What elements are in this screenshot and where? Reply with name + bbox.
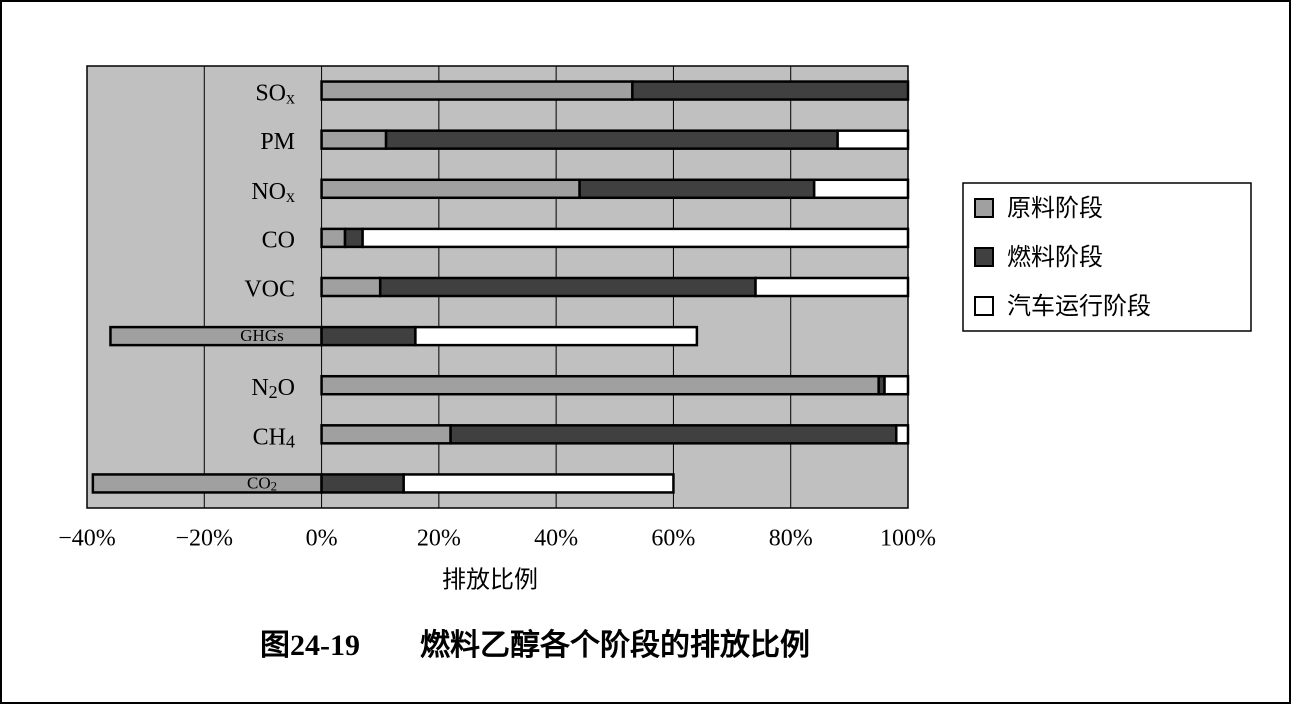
bar	[578, 178, 816, 200]
bar	[320, 129, 388, 150]
x-tick-label: 40%	[534, 526, 578, 552]
bar	[320, 276, 382, 298]
bar	[895, 424, 910, 445]
legend-box	[962, 182, 1252, 332]
y-tick-label: CO2	[247, 473, 277, 493]
y-tick-label: GHGs	[240, 326, 283, 345]
x-tick-label: 100%	[880, 526, 936, 552]
bar	[631, 80, 910, 101]
x-tick-label: −40%	[58, 526, 116, 552]
x-tick-label: 20%	[417, 526, 461, 552]
y-tick-label: VOC	[244, 277, 295, 303]
x-axis-title: 排放比例	[442, 567, 538, 594]
bar	[320, 178, 581, 200]
bar	[320, 424, 452, 445]
bar	[449, 424, 898, 445]
x-tick-label: 60%	[651, 526, 695, 552]
bar	[836, 129, 910, 150]
bar	[361, 227, 910, 249]
x-tick-label: 0%	[306, 526, 338, 552]
legend-swatch	[974, 247, 994, 267]
x-tick-label: 80%	[769, 526, 813, 552]
bar	[883, 374, 910, 396]
y-tick-label: CH4	[253, 424, 295, 451]
bar	[109, 325, 323, 347]
y-tick-label: NOx	[251, 178, 295, 205]
x-tick-label: −20%	[176, 526, 234, 552]
bar	[378, 276, 757, 298]
y-tick-label: SOx	[255, 80, 295, 107]
bar	[91, 473, 323, 494]
bar	[402, 473, 675, 494]
bar	[320, 80, 634, 101]
caption: 图24-19 燃料乙醇各个阶段的排放比例	[260, 628, 810, 662]
bar	[384, 129, 839, 150]
bar	[320, 227, 347, 249]
legend-label: 汽车运行阶段	[1007, 292, 1151, 320]
y-tick-label: N2O	[251, 375, 295, 402]
bar	[320, 374, 880, 396]
bar	[320, 325, 417, 347]
bar	[812, 178, 910, 200]
legend-swatch	[974, 198, 994, 218]
y-tick-label: CO	[262, 227, 295, 253]
bar	[754, 276, 910, 298]
legend-label: 燃料阶段	[1007, 243, 1103, 271]
y-tick-label: PM	[260, 129, 295, 155]
legend-label: 原料阶段	[1007, 194, 1103, 222]
bar	[343, 227, 364, 249]
bar	[414, 325, 699, 347]
legend-swatch	[974, 296, 994, 316]
bar	[320, 473, 405, 494]
